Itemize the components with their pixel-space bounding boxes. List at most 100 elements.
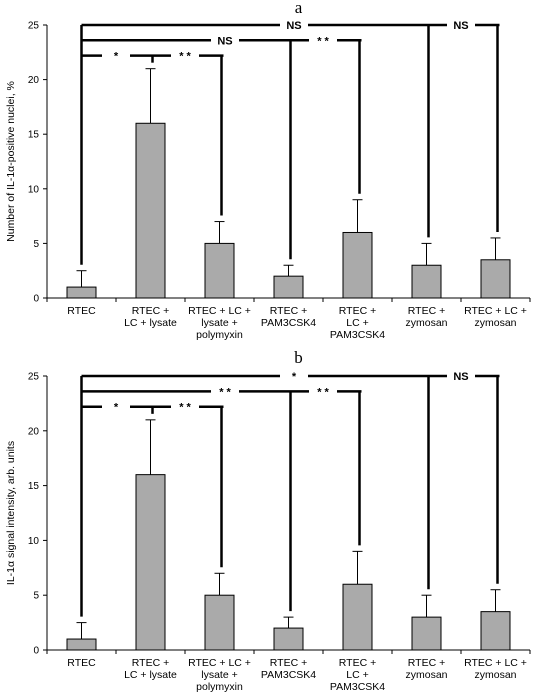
- bar: [135, 474, 166, 651]
- bar: [411, 264, 442, 299]
- significance-label: * *: [317, 386, 329, 398]
- y-tick-label: 5: [33, 591, 39, 602]
- y-tick-label: 20: [28, 426, 40, 437]
- bar: [273, 275, 304, 299]
- x-tick-label-line: RTEC +: [408, 305, 445, 317]
- bar: [66, 638, 97, 651]
- bar: [342, 231, 373, 299]
- y-tick-label: 25: [28, 21, 40, 32]
- y-axis-title: IL-1α signal intensity, arb. units: [5, 441, 17, 585]
- x-tick-label: RTEC + LC + zymosan: [464, 305, 527, 329]
- x-tick-label-line: LC +: [346, 317, 368, 329]
- y-tick-label: 0: [33, 294, 39, 305]
- chart-title: a: [295, 0, 303, 17]
- x-tick-label-line: RTEC +: [132, 657, 169, 669]
- significance-label: *: [114, 402, 119, 414]
- significance-label: NS: [286, 20, 301, 32]
- significance-label-bg: [171, 400, 199, 413]
- chart-title: b: [294, 348, 303, 367]
- significance-label: *: [114, 51, 119, 63]
- x-tick-label-line: PAM3CSK4: [330, 329, 385, 341]
- y-tick-label: 25: [28, 372, 40, 383]
- x-tick-label-line: zymosan: [405, 317, 447, 329]
- y-axis-title: Number of IL-1α-positive nuclei, %: [5, 81, 17, 242]
- x-tick-label-line: zymosan: [474, 669, 516, 681]
- x-tick-label-line: RTEC +: [339, 305, 376, 317]
- x-tick-label: RTEC + LC + lysate: [124, 305, 177, 329]
- x-tick-label: RTEC + LC + PAM3CSK4: [330, 305, 385, 341]
- significance-label-bg: [102, 49, 130, 62]
- x-tick-label: RTEC + PAM3CSK4: [261, 657, 316, 681]
- x-tick-label: RTEC + LC + lysate: [124, 657, 177, 681]
- x-tick-label-line: RTEC +: [408, 657, 445, 669]
- significance-label: * *: [179, 51, 191, 63]
- bar: [411, 616, 442, 651]
- x-tick-label: RTEC + zymosan: [405, 657, 447, 681]
- significance-label-bg: [280, 370, 308, 382]
- x-tick-label-line: zymosan: [474, 317, 516, 329]
- significance-label: NS: [453, 20, 468, 32]
- bar: [66, 286, 97, 299]
- x-tick-label-line: PAM3CSK4: [261, 669, 316, 681]
- significance-label-bg: [447, 19, 475, 31]
- significance-label: NS: [217, 35, 232, 47]
- x-tick-label-line: RTEC: [67, 657, 96, 669]
- x-tick-label: RTEC: [67, 657, 96, 669]
- significance-label-bg: [211, 385, 239, 398]
- bar: [480, 611, 511, 651]
- x-tick-label-line: LC + lysate: [124, 317, 177, 329]
- x-tick-label-line: PAM3CSK4: [261, 317, 316, 329]
- significance-label: * *: [219, 386, 231, 398]
- bar: [480, 259, 511, 299]
- significance-label-bg: [447, 370, 475, 382]
- significance-label-bg: [102, 400, 130, 413]
- x-tick-label-line: RTEC: [67, 305, 96, 317]
- x-tick-label-line: PAM3CSK4: [330, 681, 385, 693]
- x-tick-label: RTEC + LC + zymosan: [464, 657, 527, 681]
- significance-label: NS: [453, 371, 468, 383]
- chart-panel-a: a 0 5 10 15 20 25 Number of IL-1α-positive nucl…: [5, 0, 531, 341]
- significance-label-bg: [309, 34, 337, 47]
- x-tick-label-line: LC +: [346, 669, 368, 681]
- x-tick-label: RTEC + LC + lysate + polymyxin: [188, 305, 251, 341]
- significance-label-bg: [171, 49, 199, 62]
- significance-label: * *: [317, 35, 329, 47]
- y-tick-label: 5: [33, 239, 39, 250]
- x-tick-label-line: RTEC +: [270, 657, 307, 669]
- bar: [135, 122, 166, 299]
- significance-label: * *: [179, 402, 191, 414]
- x-tick-label-line: lysate +: [201, 669, 237, 681]
- y-tick-label: 10: [28, 536, 40, 547]
- significance-label-bg: [211, 34, 239, 47]
- x-tick-label-line: polymyxin: [196, 681, 243, 693]
- x-tick-label-line: LC + lysate: [124, 669, 177, 681]
- x-tick-label-line: RTEC + LC +: [464, 305, 527, 317]
- x-tick-label-line: RTEC +: [132, 305, 169, 317]
- y-tick-label: 20: [28, 75, 40, 86]
- x-tick-label-line: lysate +: [201, 317, 237, 329]
- significance-label-bg: [309, 385, 337, 398]
- x-tick-label-line: zymosan: [405, 669, 447, 681]
- bar: [204, 594, 235, 651]
- y-tick-label: 15: [28, 481, 40, 492]
- bar: [204, 242, 235, 299]
- significance-label-bg: [280, 19, 308, 31]
- y-tick-label: 15: [28, 130, 40, 141]
- chart-panel-b: b 0 5 10 15 20 25 IL-1α signal intensity, arb. …: [5, 348, 531, 693]
- x-tick-label-line: polymyxin: [196, 329, 243, 341]
- x-tick-label-line: RTEC + LC +: [188, 657, 251, 669]
- x-tick-label: RTEC + LC + PAM3CSK4: [330, 657, 385, 693]
- y-tick-label: 0: [33, 646, 39, 657]
- x-tick-label: RTEC + PAM3CSK4: [261, 305, 316, 329]
- y-tick-label: 10: [28, 184, 40, 195]
- x-tick-label-line: RTEC + LC +: [188, 305, 251, 317]
- bar: [273, 627, 304, 651]
- x-tick-label: RTEC + zymosan: [405, 305, 447, 329]
- x-tick-label: RTEC + LC + lysate + polymyxin: [188, 657, 251, 693]
- x-tick-label: RTEC: [67, 305, 96, 317]
- bar: [342, 583, 373, 651]
- x-tick-label-line: RTEC +: [270, 305, 307, 317]
- x-tick-label-line: RTEC + LC +: [464, 657, 527, 669]
- significance-label: *: [292, 371, 297, 383]
